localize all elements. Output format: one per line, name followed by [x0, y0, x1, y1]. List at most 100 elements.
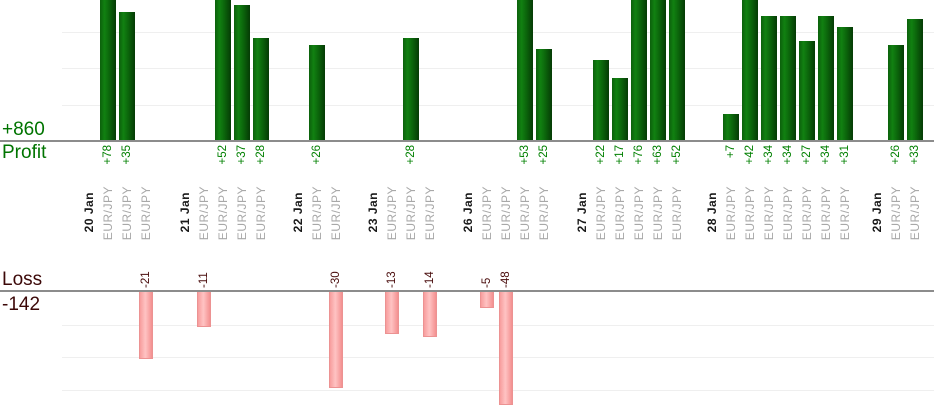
- trade-value-label-text: +27: [801, 145, 813, 165]
- date-label: 27 Jan: [575, 186, 589, 248]
- profit-total: +860: [2, 119, 45, 140]
- profit-bar: [650, 0, 666, 140]
- trade-value-label-text: +28: [405, 145, 417, 165]
- trade-value-label: +26: [310, 145, 324, 175]
- pair-label-text: EUR/JPY: [423, 186, 437, 241]
- trade-value-label-text: +37: [236, 145, 248, 165]
- trade-value-label-text: +34: [782, 145, 794, 165]
- date-label: 22 Jan: [291, 186, 305, 248]
- trade-value-label-text: +25: [538, 145, 550, 165]
- trade-value-label: +76: [632, 145, 646, 175]
- trade-value-label: +34: [762, 145, 776, 175]
- pair-label-text: EUR/JPY: [889, 186, 903, 241]
- profit-bar: [669, 0, 685, 140]
- pair-label-text: EUR/JPY: [120, 186, 134, 241]
- profit-bar: [742, 0, 758, 140]
- pair-label-text: EUR/JPY: [613, 186, 627, 241]
- pair-label-text: EUR/JPY: [139, 186, 153, 241]
- pair-label-text: EUR/JPY: [197, 186, 211, 241]
- profit-bar: [799, 41, 815, 140]
- trade-value-label: -30: [329, 248, 343, 288]
- loss-bar: [423, 292, 437, 337]
- profit-bar: [723, 114, 739, 140]
- profit-bar: [780, 15, 796, 140]
- loss-bar: [197, 292, 211, 328]
- pair-label-text: EUR/JPY: [670, 186, 684, 241]
- profit-axis-label: Profit: [2, 142, 47, 163]
- trade-value-label: -13: [385, 248, 399, 288]
- date-label-text: 26 Jan: [461, 192, 475, 233]
- pair-label: EUR/JPY: [819, 186, 833, 248]
- loss-total: -142: [2, 294, 41, 315]
- pair-label: EUR/JPY: [800, 186, 814, 248]
- trade-value-label-text: -13: [386, 271, 398, 288]
- pair-label-text: EUR/JPY: [908, 186, 922, 241]
- pair-label: EUR/JPY: [404, 186, 418, 248]
- pair-label-text: EUR/JPY: [216, 186, 230, 241]
- trade-value-label: +28: [404, 145, 418, 175]
- trade-value-label-text: -11: [198, 272, 210, 288]
- profit-bar: [612, 77, 628, 140]
- trade-value-label: +37: [235, 145, 249, 175]
- pair-label-text: EUR/JPY: [632, 186, 646, 241]
- trade-value-label: -14: [423, 248, 437, 288]
- date-label-text: 22 Jan: [291, 192, 305, 233]
- pair-label-text: EUR/JPY: [235, 186, 249, 241]
- trade-value-label-text: -5: [481, 277, 493, 288]
- trade-value-label-text: +34: [820, 145, 832, 165]
- loss-bar: [139, 292, 153, 360]
- pair-label: EUR/JPY: [781, 186, 795, 248]
- pair-label-text: EUR/JPY: [762, 186, 776, 241]
- trade-value-label-text: -48: [500, 271, 512, 288]
- pair-label: EUR/JPY: [537, 186, 551, 248]
- pair-label-text: EUR/JPY: [101, 186, 115, 241]
- date-label-text: 20 Jan: [82, 192, 96, 233]
- profit-bar: [536, 48, 552, 140]
- date-label: 20 Jan: [82, 186, 96, 248]
- trade-value-label: -11: [197, 248, 211, 288]
- date-label: 29 Jan: [870, 186, 884, 248]
- date-label: 21 Jan: [178, 186, 192, 248]
- pair-label-text: EUR/JPY: [724, 186, 738, 241]
- trade-value-label-text: +34: [763, 145, 775, 165]
- trade-value-label: +34: [781, 145, 795, 175]
- trade-value-label: +63: [651, 145, 665, 175]
- pair-label: EUR/JPY: [120, 186, 134, 248]
- pair-label-text: EUR/JPY: [594, 186, 608, 241]
- pair-label: EUR/JPY: [632, 186, 646, 248]
- profit-bar: [253, 37, 269, 140]
- pair-label: EUR/JPY: [724, 186, 738, 248]
- pair-label: EUR/JPY: [889, 186, 903, 248]
- profit-bar: [234, 4, 250, 140]
- profit-bar: [888, 44, 904, 140]
- trade-value-label-text: +76: [633, 145, 645, 165]
- trade-value-label-text: +78: [102, 145, 114, 165]
- trade-value-label-text: +28: [255, 145, 267, 165]
- trade-value-label: +25: [537, 145, 551, 175]
- profit-bar: [761, 15, 777, 140]
- profit-bar: [837, 26, 853, 140]
- pair-label-text: EUR/JPY: [404, 186, 418, 241]
- loss-bar: [480, 292, 494, 308]
- trade-value-label: +34: [819, 145, 833, 175]
- trade-value-label: -21: [139, 248, 153, 288]
- profit-bar: [818, 15, 834, 140]
- date-label: 28 Jan: [705, 186, 719, 248]
- trade-value-label-text: +33: [909, 145, 921, 165]
- pair-label: EUR/JPY: [423, 186, 437, 248]
- pair-label-text: EUR/JPY: [800, 186, 814, 241]
- trade-value-label: -5: [480, 248, 494, 288]
- loss-bar: [499, 292, 513, 405]
- trade-value-label-text: +35: [121, 145, 133, 165]
- pair-label-text: EUR/JPY: [499, 186, 513, 241]
- pair-label: EUR/JPY: [518, 186, 532, 248]
- trade-value-label-text: -21: [140, 271, 152, 288]
- trade-value-label-text: -14: [424, 271, 436, 288]
- pair-label: EUR/JPY: [235, 186, 249, 248]
- pair-label-text: EUR/JPY: [537, 186, 551, 241]
- trade-value-label: +22: [594, 145, 608, 175]
- pair-label-text: EUR/JPY: [651, 186, 665, 241]
- profit-bar: [403, 37, 419, 140]
- trade-value-label: +27: [800, 145, 814, 175]
